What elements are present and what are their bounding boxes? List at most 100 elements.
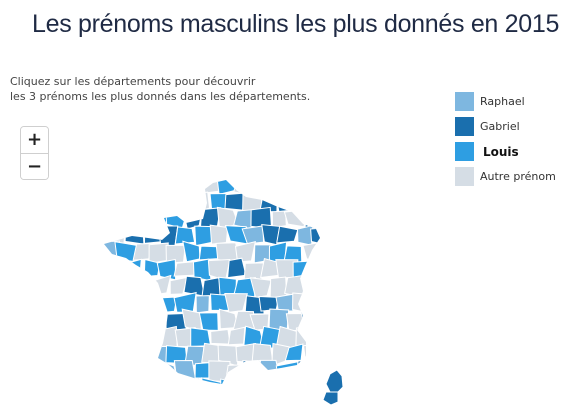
department-gabriel[interactable] [276, 225, 299, 244]
department-autre[interactable] [317, 206, 337, 229]
department-louis[interactable] [122, 190, 143, 213]
department-louis[interactable] [105, 296, 128, 315]
department-autre[interactable] [132, 312, 154, 330]
department-autre[interactable] [225, 364, 248, 382]
department-autre[interactable] [269, 276, 288, 299]
department-louis[interactable] [194, 225, 213, 247]
department-louis[interactable] [100, 173, 118, 194]
department-gabriel[interactable] [252, 380, 271, 396]
department-raphael[interactable] [147, 378, 167, 396]
department-autre[interactable] [285, 313, 304, 332]
department-gabriel[interactable] [293, 193, 314, 213]
department-autre[interactable] [151, 178, 170, 197]
department-corsica-north[interactable] [325, 369, 344, 393]
department-autre[interactable] [271, 210, 287, 229]
department-autre[interactable] [115, 174, 137, 196]
department-raphael[interactable] [131, 275, 151, 299]
department-louis[interactable] [141, 294, 163, 315]
department-louis[interactable] [318, 241, 339, 263]
department-raphael[interactable] [268, 308, 290, 331]
department-raphael[interactable] [324, 345, 341, 366]
department-louis[interactable] [220, 378, 239, 396]
department-gabriel[interactable] [296, 360, 312, 382]
department-raphael[interactable] [275, 293, 297, 312]
department-gabriel[interactable] [133, 346, 151, 364]
department-gabriel[interactable] [125, 326, 145, 349]
department-autre[interactable] [224, 292, 248, 313]
department-autre[interactable] [185, 177, 203, 196]
department-raphael[interactable] [107, 191, 126, 213]
department-autre[interactable] [249, 277, 272, 299]
department-louis[interactable] [117, 309, 137, 329]
department-autre[interactable] [302, 343, 323, 366]
department-gabriel[interactable] [310, 226, 332, 247]
department-autre[interactable] [227, 326, 246, 346]
department-corsica-south[interactable] [322, 391, 339, 406]
department-gabriel[interactable] [105, 257, 127, 277]
department-raphael[interactable] [329, 193, 349, 212]
department-louis[interactable] [237, 379, 257, 399]
department-louis[interactable] [165, 207, 188, 229]
department-louis[interactable] [284, 343, 304, 362]
department-raphael[interactable] [173, 360, 197, 381]
department-louis[interactable] [143, 364, 163, 383]
department-louis[interactable] [300, 174, 321, 197]
department-louis[interactable] [194, 362, 211, 379]
department-autre[interactable] [209, 224, 229, 245]
department-louis[interactable] [169, 378, 189, 399]
department-autre[interactable] [184, 377, 202, 396]
department-autre[interactable] [327, 224, 346, 245]
department-autre[interactable] [173, 261, 196, 277]
department-autre[interactable] [165, 244, 186, 264]
department-raphael[interactable] [327, 259, 347, 280]
department-louis[interactable] [114, 278, 135, 298]
department-autre[interactable] [155, 325, 178, 349]
department-autre[interactable] [234, 240, 256, 263]
department-autre[interactable] [292, 292, 316, 315]
department-gabriel[interactable] [173, 193, 194, 211]
zoom-in-button[interactable]: + [21, 127, 48, 153]
department-autre[interactable] [99, 342, 121, 364]
department-autre[interactable] [125, 362, 146, 383]
department-gabriel[interactable] [99, 376, 120, 397]
department-louis[interactable] [313, 325, 331, 346]
department-autre[interactable] [284, 377, 304, 394]
department-autre[interactable] [283, 209, 308, 228]
department-autre[interactable] [169, 276, 189, 295]
department-gabriel[interactable] [300, 311, 324, 330]
department-gabriel[interactable] [330, 295, 348, 313]
department-raphael[interactable] [303, 376, 323, 399]
department-raphael[interactable] [318, 175, 337, 194]
department-gabriel[interactable] [99, 308, 121, 328]
department-louis[interactable] [124, 258, 142, 280]
department-louis[interactable] [99, 274, 118, 297]
department-louis[interactable] [131, 207, 155, 231]
department-louis[interactable] [198, 312, 219, 331]
department-raphael[interactable] [296, 224, 314, 246]
department-autre[interactable] [251, 343, 274, 362]
department-autre[interactable] [302, 241, 323, 265]
department-louis[interactable] [98, 208, 120, 229]
department-louis[interactable] [311, 260, 331, 282]
department-louis[interactable] [109, 362, 128, 381]
department-raphael[interactable] [259, 359, 281, 379]
zoom-out-button[interactable]: − [21, 153, 48, 179]
department-gabriel[interactable] [108, 325, 129, 346]
department-autre[interactable] [314, 360, 328, 381]
department-autre[interactable] [131, 177, 154, 194]
department-louis[interactable] [123, 292, 146, 314]
department-autre[interactable] [295, 325, 315, 347]
department-raphael[interactable] [143, 327, 163, 350]
department-louis[interactable] [322, 312, 338, 331]
department-gabriel[interactable] [124, 224, 145, 245]
department-louis[interactable] [285, 176, 305, 195]
department-louis[interactable] [266, 175, 290, 197]
department-autre[interactable] [158, 189, 179, 212]
department-louis[interactable] [173, 291, 197, 313]
department-louis[interactable] [174, 226, 196, 245]
department-raphael[interactable] [195, 295, 210, 314]
department-gabriel[interactable] [274, 190, 297, 213]
department-autre[interactable] [148, 242, 169, 264]
department-autre[interactable] [317, 274, 339, 296]
department-autre[interactable] [152, 274, 172, 296]
